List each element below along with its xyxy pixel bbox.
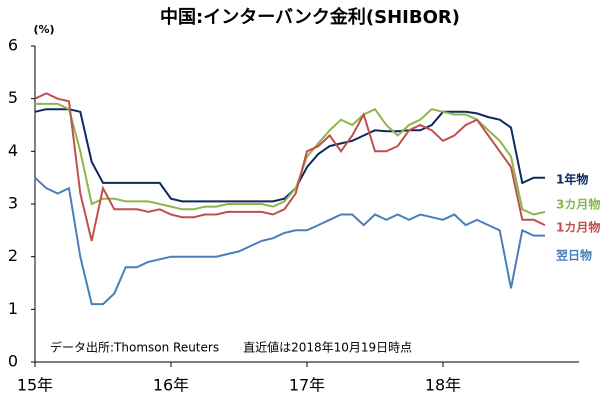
series-line	[34, 92, 546, 242]
series-line	[35, 102, 546, 216]
x-tick-label: 18年	[425, 376, 461, 395]
x-tick-label: 17年	[289, 376, 325, 395]
legend-label: 1カ月物	[556, 220, 600, 235]
y-tick-label: 6	[8, 36, 18, 55]
y-tick-label: 0	[8, 352, 18, 371]
annotation: データ出所:Thomson Reuters 直近値は2018年10月19日時点	[50, 340, 412, 355]
y-tick-label: 3	[8, 194, 18, 213]
y-axis-label: (%)	[33, 23, 54, 36]
x-tick-label: 16年	[153, 376, 189, 395]
series-line	[34, 176, 545, 306]
y-tick-label: 5	[8, 88, 18, 107]
y-tick-label: 1	[8, 299, 18, 318]
legend-label: 1年物	[556, 172, 588, 187]
legend-label: 3カ月物	[556, 197, 600, 212]
legend-label: 翌日物	[556, 248, 592, 263]
y-tick-label: 2	[8, 246, 18, 265]
chart-title: 中国:インターバンク金利(SHIBOR)	[160, 6, 460, 28]
y-tick-label: 4	[8, 141, 18, 160]
x-tick-label: 15年	[17, 376, 53, 395]
